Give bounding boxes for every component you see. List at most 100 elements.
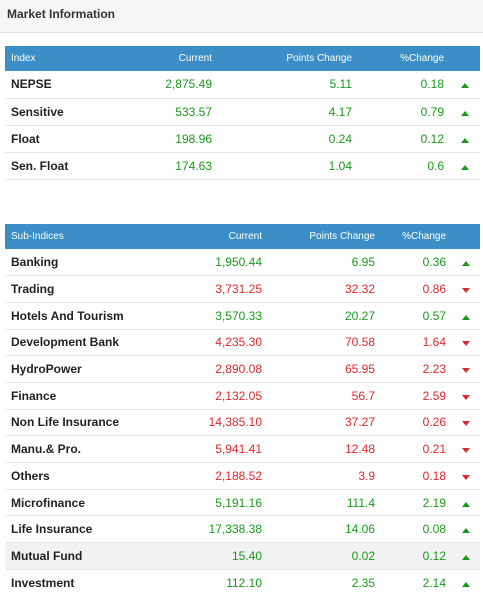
row-current: 2,890.08 — [155, 355, 268, 383]
row-points-change: 65.95 — [268, 355, 381, 383]
row-points-change: 0.02 — [268, 542, 381, 570]
row-current: 3,731.25 — [155, 275, 268, 303]
table-row[interactable]: Float 198.96 0.24 0.12 — [5, 125, 480, 153]
table-row[interactable]: Microfinance 5,191.16 111.4 2.19 — [5, 489, 480, 517]
trend-cell — [452, 542, 480, 570]
row-name: Manu.& Pro. — [5, 435, 155, 463]
row-pct-change: 0.21 — [381, 435, 452, 463]
table-row[interactable]: Sen. Float 174.63 1.04 0.6 — [5, 152, 480, 180]
row-name: Banking — [5, 249, 155, 277]
arrow-down-icon — [462, 341, 470, 347]
row-points-change: 5.11 — [218, 71, 358, 99]
row-pct-change: 0.79 — [358, 98, 450, 126]
row-pct-change: 0.08 — [381, 515, 452, 544]
arrow-up-icon — [461, 164, 469, 170]
table-row[interactable]: Others 2,188.52 3.9 0.18 — [5, 462, 480, 490]
column-header-index[interactable]: Index — [5, 46, 110, 71]
trend-cell — [452, 329, 480, 357]
row-name: Hotels And Tourism — [5, 302, 155, 330]
row-name: Life Insurance — [5, 515, 155, 544]
arrow-up-icon — [462, 501, 470, 507]
row-name: Non Life Insurance — [5, 409, 155, 437]
table-row[interactable]: Non Life Insurance 14,385.10 37.27 0.26 — [5, 409, 480, 437]
table-row[interactable]: Trading 3,731.25 32.32 0.86 — [5, 275, 480, 303]
table-row[interactable]: Hotels And Tourism 3,570.33 20.27 0.57 — [5, 302, 480, 330]
table-row[interactable]: NEPSE 2,875.49 5.11 0.18 — [5, 71, 480, 99]
arrow-down-icon — [462, 474, 470, 480]
column-header-pct-change[interactable]: %Change — [381, 224, 452, 249]
column-header-current[interactable]: Current — [155, 224, 268, 249]
row-points-change: 14.06 — [268, 515, 381, 544]
row-name: Finance — [5, 382, 155, 410]
table-row[interactable]: Banking 1,950.44 6.95 0.36 — [5, 249, 480, 277]
row-pct-change: 2.23 — [381, 355, 452, 383]
arrow-up-icon — [461, 83, 469, 89]
row-name: Investment — [5, 569, 155, 593]
trend-cell — [450, 125, 480, 153]
column-header-trend — [450, 46, 480, 71]
table-row[interactable]: Mutual Fund 15.40 0.02 0.12 — [5, 542, 480, 570]
column-header-pct-change[interactable]: %Change — [358, 46, 450, 71]
arrow-up-icon — [462, 314, 470, 320]
row-pct-change: 0.12 — [358, 125, 450, 153]
row-points-change: 37.27 — [268, 409, 381, 437]
table-row[interactable]: Manu.& Pro. 5,941.41 12.48 0.21 — [5, 435, 480, 463]
trend-cell — [452, 249, 480, 277]
row-points-change: 111.4 — [268, 489, 381, 517]
row-points-change: 2.35 — [268, 569, 381, 593]
table-row[interactable]: Finance 2,132.05 56.7 2.59 — [5, 382, 480, 410]
row-points-change: 1.04 — [218, 152, 358, 180]
table-row[interactable]: Development Bank 4,235.30 70.58 1.64 — [5, 329, 480, 357]
row-current: 5,191.16 — [155, 489, 268, 517]
row-name: Float — [5, 125, 110, 153]
column-header-trend — [452, 224, 480, 249]
trend-cell — [452, 435, 480, 463]
arrow-down-icon — [462, 394, 470, 400]
row-name: Microfinance — [5, 489, 155, 517]
table-row[interactable]: Life Insurance 17,338.38 14.06 0.08 — [5, 515, 480, 544]
arrow-up-icon — [462, 261, 470, 267]
subindex-table-header: Sub-Indices Current Points Change %Chang… — [5, 224, 480, 249]
arrow-down-icon — [462, 421, 470, 427]
arrow-up-icon — [462, 581, 470, 587]
row-name: NEPSE — [5, 71, 110, 99]
row-pct-change: 0.57 — [381, 302, 452, 330]
index-table-header: Index Current Points Change %Change — [5, 46, 480, 71]
row-pct-change: 2.19 — [381, 489, 452, 517]
arrow-up-icon — [461, 137, 469, 143]
column-header-points-change[interactable]: Points Change — [268, 224, 381, 249]
arrow-up-icon — [462, 528, 470, 534]
row-name: HydroPower — [5, 355, 155, 383]
row-current: 198.96 — [110, 125, 218, 153]
row-current: 112.10 — [155, 569, 268, 593]
row-pct-change: 2.59 — [381, 382, 452, 410]
row-pct-change: 0.18 — [358, 71, 450, 99]
row-points-change: 0.24 — [218, 125, 358, 153]
table-row[interactable]: Sensitive 533.57 4.17 0.79 — [5, 98, 480, 126]
row-points-change: 3.9 — [268, 462, 381, 490]
table-row[interactable]: Investment 112.10 2.35 2.14 — [5, 569, 480, 593]
row-current: 2,875.49 — [110, 71, 218, 99]
row-points-change: 56.7 — [268, 382, 381, 410]
row-current: 17,338.38 — [155, 515, 268, 544]
arrow-up-icon — [462, 554, 470, 560]
trend-cell — [450, 98, 480, 126]
row-current: 174.63 — [110, 152, 218, 180]
row-name: Sensitive — [5, 98, 110, 126]
trend-cell — [450, 152, 480, 180]
trend-cell — [450, 71, 480, 99]
row-pct-change: 0.18 — [381, 462, 452, 490]
row-name: Development Bank — [5, 329, 155, 357]
row-name: Others — [5, 462, 155, 490]
row-current: 2,132.05 — [155, 382, 268, 410]
row-current: 15.40 — [155, 542, 268, 570]
table-row[interactable]: HydroPower 2,890.08 65.95 2.23 — [5, 355, 480, 383]
column-header-current[interactable]: Current — [110, 46, 218, 71]
column-header-sub-indices[interactable]: Sub-Indices — [5, 224, 155, 249]
column-header-points-change[interactable]: Points Change — [218, 46, 358, 71]
row-pct-change: 0.12 — [381, 542, 452, 570]
row-points-change: 70.58 — [268, 329, 381, 357]
page-title: Market Information — [7, 7, 116, 21]
arrow-down-icon — [462, 448, 470, 454]
row-points-change: 6.95 — [268, 249, 381, 277]
